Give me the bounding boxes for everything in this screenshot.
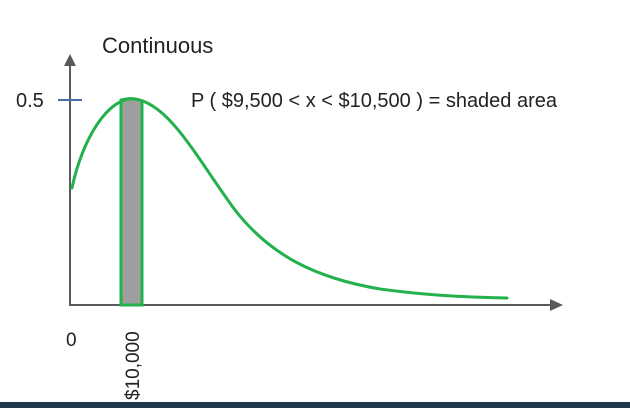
density-curve [70,97,509,300]
y-axis-arrowhead [64,54,76,66]
x-marker-label: $10,000 [123,331,144,400]
shaded-area [119,97,144,307]
probability-annotation: P ( $9,500 < x < $10,500 ) = shaded area [191,90,558,112]
y-tick-label: 0.5 [16,90,44,112]
x-axis-arrowhead [550,299,563,311]
x-origin-label: 0 [66,330,77,351]
bottom-bar [0,402,630,408]
diagram-title: Continuous [102,33,213,58]
